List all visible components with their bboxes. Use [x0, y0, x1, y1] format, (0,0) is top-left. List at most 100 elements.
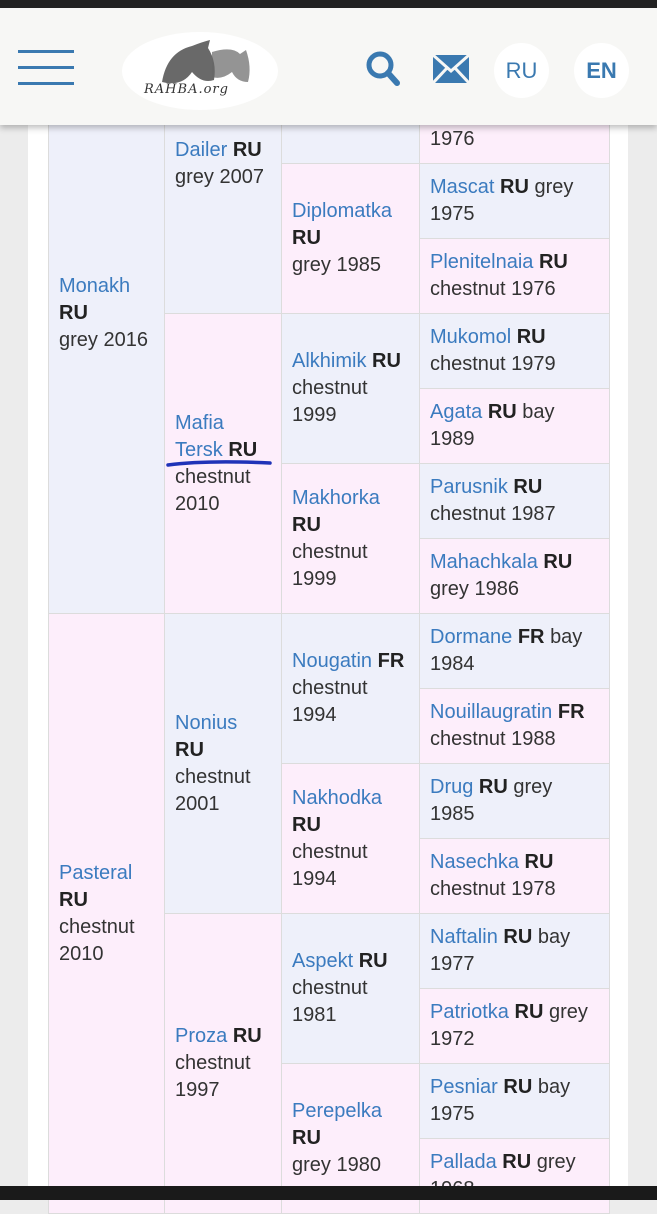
birth-year: 2010: [175, 492, 220, 515]
birth-year: 1994: [292, 867, 337, 890]
horse-link[interactable]: Mafia Tersk: [175, 411, 224, 461]
horse-link[interactable]: Aspekt: [292, 950, 354, 972]
horse-link[interactable]: Makhorka: [292, 486, 380, 509]
horse-link[interactable]: Dailer: [175, 138, 228, 161]
horse-link[interactable]: Parusnik: [430, 476, 508, 498]
horse-link[interactable]: Pesniar: [430, 1076, 498, 1098]
horse-link[interactable]: Mahachkala: [430, 551, 538, 573]
pedigree-cell-gen3: Nougatin FR chestnut 1994: [281, 613, 420, 764]
horse-link[interactable]: Pasteral: [59, 861, 133, 884]
horse-link[interactable]: Alkhimik: [292, 350, 367, 372]
horse-entry: Proza RU chestnut 1997: [175, 1023, 271, 1104]
pedigree-cell-gen4: Mascat RU grey 1975: [419, 163, 610, 239]
horse-link[interactable]: Nouillaugratin: [430, 701, 553, 723]
birth-year: 1976: [511, 278, 556, 300]
pedigree-cell-gen3: Aspekt RU chestnut 1981: [281, 913, 420, 1064]
pedigree-cell-gen4: Dormane FR bay 1984: [419, 613, 610, 689]
horse-link[interactable]: Naftalin: [430, 926, 498, 948]
coat-color: bay: [522, 401, 555, 423]
horse-link[interactable]: Perepelka: [292, 1100, 383, 1122]
country-code: RU: [500, 176, 529, 198]
coat-color: chestnut: [292, 377, 368, 399]
coat-color: grey: [292, 1154, 331, 1176]
pedigree-cell-gen4: Nouillaugratin FR chestnut 1988: [419, 688, 610, 764]
birth-year: 1994: [292, 704, 337, 726]
horse-entry: Nasechka RU chestnut 1978: [430, 849, 599, 903]
horse-link[interactable]: Nonius: [175, 711, 238, 734]
country-code: FR: [557, 701, 585, 723]
coat-color: chestnut: [175, 1052, 251, 1074]
horse-entry: Agata RU bay 1989: [430, 399, 599, 453]
horse-link[interactable]: Mascat: [430, 176, 495, 198]
pedigree-cell-gen4: Parusnik RU chestnut 1987: [419, 463, 610, 539]
horse-entry: Parusnik RU chestnut 1987: [430, 474, 599, 528]
coat-color: grey: [175, 165, 214, 188]
horse-link[interactable]: Monakh: [59, 275, 131, 297]
horse-entry: Nonius RU chestnut 2001: [175, 710, 271, 818]
horse-link[interactable]: Pallada: [430, 1151, 497, 1173]
nav-bar: [0, 1186, 657, 1200]
horse-entry: 1976: [430, 126, 475, 153]
pedigree-cell-gen4: Pallada RU grey 1968: [419, 1138, 610, 1214]
lang-ru-button[interactable]: RU: [494, 43, 549, 98]
coat-color: grey: [536, 1151, 576, 1173]
coat-color: chestnut: [292, 540, 368, 563]
horse-entry: Plenitelnaia RU chestnut 1976: [430, 249, 599, 303]
horse-link[interactable]: Diplomatka: [292, 200, 393, 222]
horse-link[interactable]: Nougatin: [292, 650, 373, 672]
horse-link[interactable]: Nasechka: [430, 851, 519, 873]
country-code: RU: [514, 1001, 544, 1023]
pedigree-cell-gen2: Nonius RU chestnut 2001: [164, 613, 282, 914]
mail-icon[interactable]: [433, 55, 469, 83]
birth-year: 2007: [219, 165, 264, 188]
coat-color: chestnut: [175, 465, 251, 488]
menu-button[interactable]: [18, 48, 74, 88]
pedigree-cell-gen4: Mahachkala RU grey 1986: [419, 538, 610, 614]
country-code: RU: [503, 926, 533, 948]
birth-year: 2016: [103, 329, 148, 351]
horse-entry: Diplomatka RU grey 1985: [292, 198, 409, 279]
horse-link[interactable]: Patriotka: [430, 1001, 509, 1023]
birth-year: 1988: [511, 728, 556, 750]
horse-entry: Nougatin FR chestnut 1994: [292, 648, 409, 729]
coat-color: chestnut: [175, 765, 251, 788]
site-logo[interactable]: RAHBA.org: [122, 32, 278, 110]
coat-color: chestnut: [430, 878, 506, 900]
birth-year: 2001: [175, 792, 220, 815]
horse-link[interactable]: Dormane: [430, 626, 513, 648]
country-code: RU: [292, 513, 321, 536]
coat-color: chestnut: [430, 503, 506, 525]
birth-year: 1975: [430, 1103, 475, 1125]
pedigree-cell-gen4: Pesniar RU bay 1975: [419, 1063, 610, 1139]
country-code: RU: [232, 138, 262, 161]
horse-link[interactable]: Agata: [430, 401, 483, 423]
coat-color: chestnut: [430, 728, 506, 750]
birth-year: 1975: [430, 203, 475, 225]
country-code: FR: [517, 626, 545, 648]
horse-entry: Perepelka RU grey 1980: [292, 1098, 409, 1179]
country-code: RU: [543, 551, 573, 573]
coat-color: chestnut: [59, 915, 135, 938]
search-icon[interactable]: [365, 50, 401, 90]
pedigree-cell-gen4: Plenitelnaia RU chestnut 1976: [419, 238, 610, 314]
lang-en-button[interactable]: EN: [574, 43, 629, 98]
birth-year: 1984: [430, 653, 475, 675]
horse-link[interactable]: Plenitelnaia: [430, 251, 534, 273]
country-code: FR: [377, 650, 405, 672]
birth-year: 1978: [511, 878, 556, 900]
pedigree-cell-gen4: Patriotka RU grey 1972: [419, 988, 610, 1064]
country-code: RU: [292, 1127, 321, 1149]
horse-link[interactable]: Drug: [430, 776, 474, 798]
pedigree-cell-gen3: Nakhodka RU chestnut 1994: [281, 763, 420, 914]
horse-entry: Nouillaugratin FR chestnut 1988: [430, 699, 599, 753]
horse-link[interactable]: Proza: [175, 1025, 228, 1047]
pedigree-cell-gen3: Makhorka RU chestnut 1999: [281, 463, 420, 614]
horse-link[interactable]: Mukomol: [430, 326, 512, 348]
horse-entry: Monakh RU grey 2016: [59, 273, 154, 354]
coat-color: grey: [548, 1001, 588, 1023]
pedigree-cell-gen2: Proza RU chestnut 1997: [164, 913, 282, 1214]
horse-link[interactable]: Nakhodka: [292, 786, 383, 809]
horse-entry: Mascat RU grey 1975: [430, 174, 599, 228]
birth-year: 1981: [292, 1004, 337, 1026]
birth-year: 1999: [292, 567, 337, 590]
